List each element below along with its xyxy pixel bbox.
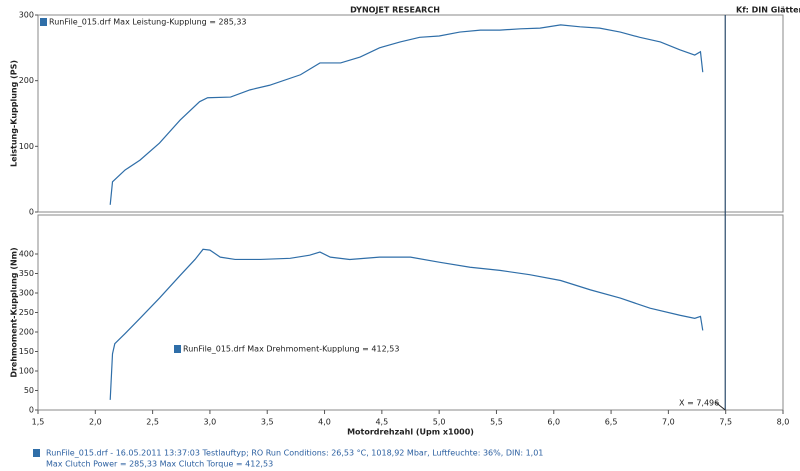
plot-frame — [37, 214, 784, 411]
annotation-icon — [174, 345, 181, 353]
plot-frame — [37, 14, 784, 213]
cursor-label: X = 7,496 — [679, 399, 719, 408]
x-tick-label: 3,5 — [261, 418, 274, 427]
y-tick-label: 350 — [19, 269, 34, 278]
x-tick-label: 2,0 — [89, 418, 102, 427]
data-line — [109, 248, 704, 400]
x-tick-label: 4,5 — [375, 418, 388, 427]
x-tick-label: 1,5 — [32, 418, 45, 427]
y-tick-label: 200 — [19, 76, 34, 85]
y-axis-title: Drehmoment-Kupplung (Nm) — [10, 247, 19, 377]
y-tick-label: 300 — [19, 11, 34, 20]
y-tick-label: 50 — [24, 386, 34, 395]
footer-line: Max Clutch Power = 285,33 Max Clutch Tor… — [46, 460, 273, 469]
y-tick-label: 0 — [29, 406, 34, 415]
x-tick-label: 4,0 — [318, 418, 331, 427]
x-tick-label: 7,0 — [662, 418, 675, 427]
y-tick-label: 200 — [19, 328, 34, 337]
x-tick-label: 6,0 — [547, 418, 560, 427]
y-tick-label: 100 — [19, 142, 34, 151]
annotation-icon — [40, 18, 47, 26]
y-tick-label: 100 — [19, 367, 34, 376]
y-tick-label: 0 — [29, 208, 34, 217]
y-tick-label: 300 — [19, 289, 34, 298]
x-tick-label: 5,5 — [490, 418, 503, 427]
y-tick-label: 150 — [19, 347, 34, 356]
y-tick-label: 400 — [19, 250, 34, 259]
x-axis-title: Motordrehzahl (Upm x1000) — [347, 428, 474, 437]
x-tick-label: 6,5 — [605, 418, 618, 427]
x-tick-label: 2,5 — [146, 418, 159, 427]
legend-icon — [33, 449, 40, 457]
x-tick-label: 8,0 — [777, 418, 790, 427]
x-tick-label: 3,0 — [204, 418, 217, 427]
y-axis-title: Leistung-Kupplung (PS) — [10, 60, 19, 167]
settings: Kf: DIN Glätten: 5 — [736, 6, 800, 15]
annotation: RunFile_015.drf Max Leistung-Kupplung = … — [49, 18, 247, 27]
y-tick-label: 250 — [19, 308, 34, 317]
chart-title: DYNOJET RESEARCH — [350, 6, 440, 15]
annotation: RunFile_015.drf Max Drehmoment-Kupplung … — [183, 345, 399, 354]
data-line — [109, 24, 704, 205]
cursor-pointer — [714, 401, 726, 411]
x-tick-label: 7,5 — [719, 418, 732, 427]
footer-line: RunFile_015.drf - 16.05.2011 13:37:03 Te… — [46, 449, 543, 458]
x-tick-label: 5,0 — [433, 418, 446, 427]
